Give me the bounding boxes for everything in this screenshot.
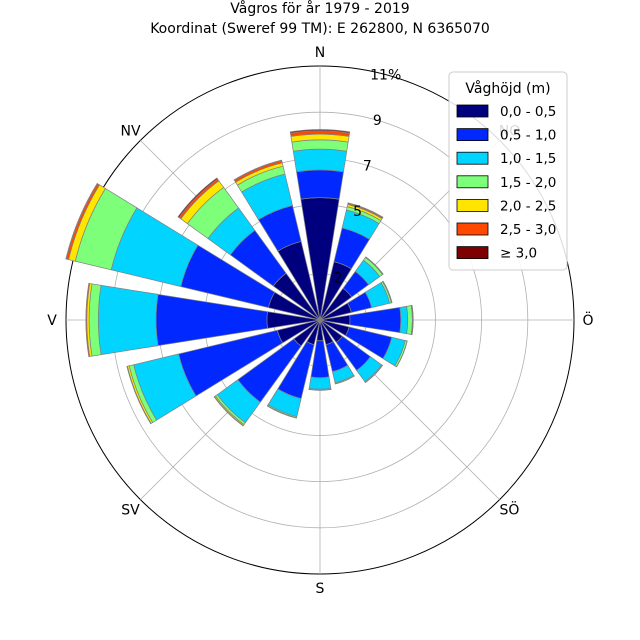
legend-title: Våghöjd (m) bbox=[465, 80, 550, 97]
legend-entry: 1,5 - 2,0 bbox=[500, 175, 556, 191]
radial-tick-label: 5 bbox=[353, 204, 362, 220]
radial-tick-label: 7 bbox=[363, 158, 372, 174]
bar-segment bbox=[296, 169, 344, 200]
bar-segment bbox=[347, 202, 384, 219]
bar-segment bbox=[65, 182, 98, 260]
direction-label: V bbox=[47, 313, 57, 329]
legend-swatch bbox=[456, 151, 489, 165]
direction-label: SV bbox=[121, 503, 140, 519]
direction-label: Ö bbox=[582, 311, 593, 329]
chart-title: Vågros för år 1979 - 2019 bbox=[230, 0, 409, 17]
direction-label: NV bbox=[120, 124, 140, 140]
legend-swatch bbox=[456, 128, 489, 142]
bar-segment bbox=[213, 396, 244, 427]
legend-entry: 0,0 - 0,5 bbox=[500, 104, 556, 120]
bar-segment bbox=[266, 405, 297, 419]
bar-segment bbox=[411, 305, 414, 335]
bar-segment bbox=[364, 364, 384, 384]
bar-segment bbox=[233, 159, 283, 181]
legend-entry: 0,5 - 1,0 bbox=[500, 128, 556, 144]
chart-subtitle: Koordinat (Sweref 99 TM): E 262800, N 63… bbox=[150, 21, 490, 37]
legend-swatch bbox=[456, 175, 489, 189]
legend-box bbox=[448, 71, 568, 271]
legend-swatch bbox=[456, 198, 489, 212]
radial-tick-label: 9 bbox=[373, 113, 382, 129]
legend-swatch bbox=[456, 246, 489, 260]
bar-segment bbox=[177, 177, 219, 219]
legend-swatch bbox=[456, 104, 489, 118]
direction-label: S bbox=[316, 581, 325, 597]
direction-label: SÖ bbox=[500, 501, 520, 519]
bar-segment bbox=[382, 280, 393, 304]
direction-label: N bbox=[315, 45, 325, 61]
bar-segment bbox=[85, 282, 91, 358]
radial-tick-label: 2 bbox=[333, 270, 342, 286]
bar-segment bbox=[399, 305, 409, 335]
bar-segment bbox=[292, 148, 348, 173]
bar-segment bbox=[126, 365, 152, 425]
bar-segment bbox=[308, 388, 332, 391]
bar-segment bbox=[365, 256, 384, 275]
bar-segment bbox=[97, 284, 159, 356]
radial-tick-label: 11% bbox=[370, 68, 401, 84]
legend-entry: 2,5 - 3,0 bbox=[500, 222, 556, 238]
bar-segment bbox=[289, 129, 351, 134]
legend-entry: 2,0 - 2,5 bbox=[500, 198, 556, 214]
bar-segment bbox=[334, 375, 355, 385]
bar-segment bbox=[395, 340, 408, 368]
bar-segment bbox=[308, 376, 332, 390]
legend: Våghöjd (m) 0,0 - 0,5 0,5 - 1,0 1,0 - 1,5 1,… bbox=[448, 71, 568, 271]
bars-layer bbox=[65, 129, 414, 427]
legend-entry: 1,0 - 1,5 bbox=[500, 151, 556, 167]
legend-entry: ≥ 3,0 bbox=[500, 246, 537, 262]
legend-swatch bbox=[456, 222, 489, 236]
